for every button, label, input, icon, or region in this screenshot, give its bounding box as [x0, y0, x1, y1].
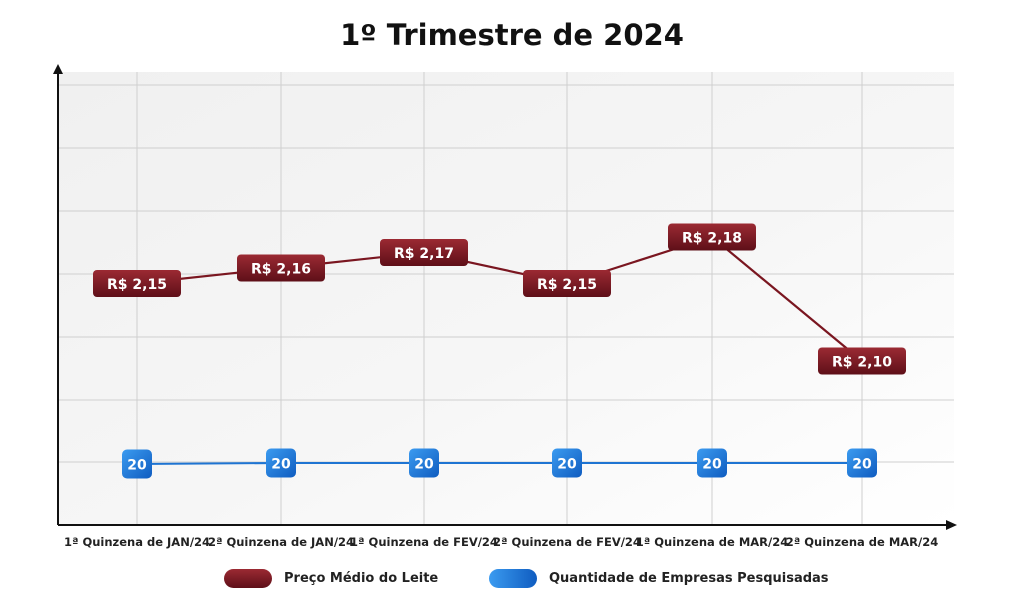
axes: [53, 64, 957, 530]
companies-series-line: [136, 462, 862, 465]
x-tick-label: 1ª Quinzena de JAN/24: [64, 535, 210, 549]
price-data-label-box: [93, 270, 181, 297]
companies-data-label-box: [122, 449, 152, 479]
companies-data-label-box: [266, 448, 296, 478]
x-tick-label: 2ª Quinzena de FEV/24: [493, 535, 641, 549]
companies-data-label-box: [552, 448, 582, 478]
x-tick-label: 2ª Quinzena de JAN/24: [208, 535, 354, 549]
price-data-label-box: [523, 270, 611, 297]
price-data-label-box: [380, 239, 468, 266]
price-data-label: R$ 2,16: [251, 262, 311, 278]
companies-data-label-box: [409, 448, 439, 478]
gridlines: [58, 72, 954, 525]
companies-data-label: 20: [271, 457, 291, 473]
companies-data-label: 20: [852, 457, 872, 473]
price-data-label: R$ 2,15: [537, 277, 597, 293]
price-data-label-box: [818, 347, 906, 375]
legend-item-companies: Quantidade de Empresas Pesquisadas: [489, 569, 829, 588]
price-data-label: R$ 2,10: [832, 355, 892, 371]
plot-background: [58, 72, 954, 525]
price-data-label: R$ 2,15: [107, 277, 167, 293]
companies-data-label-box: [847, 448, 877, 478]
chart-title: 1º Trimestre de 2024: [340, 18, 684, 52]
price-data-label-box: [668, 223, 756, 251]
legend-label-companies: Quantidade de Empresas Pesquisadas: [549, 571, 829, 586]
companies-data-label: 20: [702, 457, 722, 473]
price-data-label: R$ 2,17: [394, 246, 454, 262]
x-axis-arrow-icon: [946, 520, 957, 530]
x-tick-label: 1ª Quinzena de FEV/24: [350, 535, 498, 549]
legend-item-price: Preço Médio do Leite: [224, 569, 438, 588]
companies-data-label-box: [697, 448, 727, 478]
x-tick-label: 1ª Quinzena de MAR/24: [636, 535, 788, 549]
price-data-label-box: [237, 254, 325, 282]
companies-data-label: 20: [557, 457, 577, 473]
companies-data-label: 20: [414, 457, 434, 473]
y-axis-arrow-icon: [53, 64, 63, 74]
companies-data-label: 20: [127, 458, 147, 474]
legend-swatch-price: [224, 569, 272, 588]
series-layer: R$ 2,15 R$ 2,16 R$ 2,17 R$ 2,15 R$ 2,18 R$ 2,…: [93, 223, 906, 479]
legend-swatch-companies: [489, 569, 537, 588]
price-data-label: R$ 2,18: [682, 231, 742, 247]
legend-label-price: Preço Médio do Leite: [284, 571, 439, 586]
legend: Preço Médio do Leite Quantidade de Empre…: [0, 566, 1024, 592]
plot-area: [58, 72, 954, 525]
x-tick-label: 2ª Quinzena de MAR/24: [786, 535, 938, 549]
